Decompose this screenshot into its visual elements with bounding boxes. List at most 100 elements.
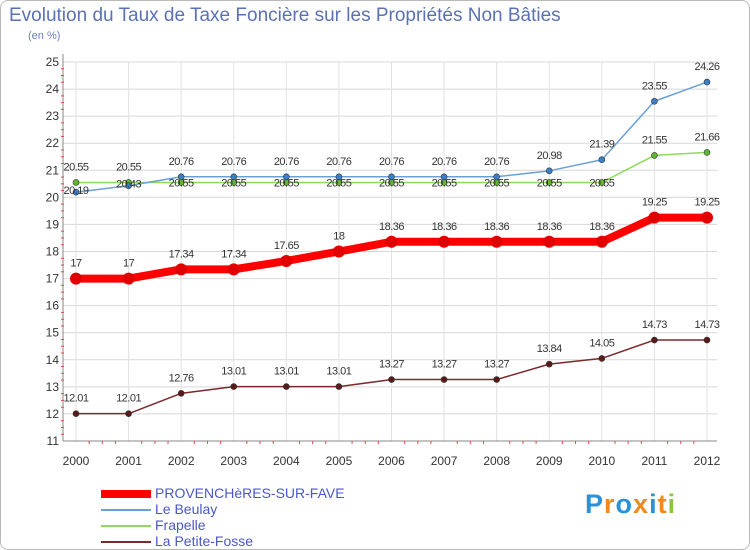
y-tick-label: 16 (46, 299, 60, 313)
y-tick-label: 19 (46, 217, 60, 231)
y-tick-label: 25 (46, 55, 60, 69)
data-label: 20.55 (221, 177, 246, 189)
data-label: 20.55 (326, 177, 351, 189)
data-label: 20.55 (484, 177, 509, 189)
legend-swatch (101, 525, 151, 527)
data-point (651, 152, 658, 159)
data-point (230, 173, 238, 181)
data-point (177, 173, 185, 181)
data-point (703, 78, 711, 86)
data-label: 20.55 (169, 177, 194, 189)
data-point (440, 376, 448, 383)
y-tick-label: 23 (46, 109, 60, 123)
y-tick-label: 21 (46, 163, 60, 177)
data-point (230, 383, 238, 390)
data-label: 19.25 (694, 197, 719, 209)
data-label: 21.39 (589, 139, 614, 151)
data-label: 12.76 (169, 372, 194, 384)
data-point (175, 263, 188, 276)
data-label: 20.55 (537, 177, 562, 189)
data-point (335, 383, 343, 390)
x-tick-label: 2002 (168, 454, 195, 468)
logo-letter: i (649, 489, 658, 519)
data-label: 24.26 (694, 61, 719, 73)
data-point (122, 272, 135, 285)
data-label: 12.01 (116, 393, 141, 405)
data-label: 13.01 (326, 366, 351, 378)
data-label: 20.43 (116, 179, 141, 191)
x-tick-label: 2012 (694, 454, 721, 468)
data-point (70, 272, 82, 285)
logo-letter: P (585, 489, 605, 519)
data-label: 17 (123, 258, 135, 270)
y-tick-label: 15 (46, 326, 60, 340)
data-point (388, 173, 395, 181)
data-label: 14.05 (589, 337, 614, 349)
data-point (493, 173, 500, 181)
data-label: 20.76 (274, 156, 299, 168)
y-tick-label: 14 (46, 353, 60, 367)
x-tick-label: 2011 (642, 454, 668, 468)
data-label: 13.27 (432, 359, 457, 371)
data-point (648, 211, 661, 224)
logo-letter: r (604, 489, 616, 519)
legend-swatch (101, 490, 151, 498)
data-point (72, 410, 80, 417)
data-label: 20.19 (63, 185, 88, 197)
legend-swatch (101, 541, 151, 543)
data-point (651, 336, 658, 344)
y-tick-label: 11 (47, 434, 60, 448)
data-label: 23.55 (642, 80, 667, 92)
data-label: 18.36 (589, 221, 614, 233)
data-point (651, 97, 658, 105)
data-point (72, 188, 80, 196)
data-label: 20.55 (274, 177, 299, 189)
data-label: 20.55 (379, 177, 404, 189)
proxiti-logo: Proxiti (585, 489, 676, 520)
data-point (385, 235, 398, 248)
data-point (545, 167, 553, 175)
data-point (598, 156, 606, 164)
data-point (545, 360, 553, 368)
y-unit-label: (en %) (28, 30, 61, 42)
data-point (125, 182, 132, 190)
x-tick-label: 2005 (326, 454, 353, 468)
data-label: 17.34 (221, 248, 246, 260)
legend-label: PROVENCHèRES-SUR-FAVE (155, 485, 345, 501)
data-point (543, 235, 556, 248)
x-tick-label: 2008 (483, 454, 510, 468)
data-label: 20.55 (63, 161, 88, 173)
x-tick-label: 2006 (378, 454, 405, 468)
data-label: 17 (70, 258, 82, 270)
data-label: 13.84 (537, 343, 562, 355)
data-label: 18 (333, 231, 345, 243)
data-point (332, 245, 345, 258)
data-point (227, 263, 240, 276)
data-point (598, 179, 606, 186)
y-tick-label: 18 (46, 245, 60, 259)
data-point (125, 410, 132, 417)
data-label: 17.34 (169, 248, 194, 260)
data-point (490, 235, 503, 248)
data-point (703, 149, 711, 156)
data-point (283, 383, 290, 390)
data-label: 20.76 (484, 156, 509, 168)
data-label: 13.01 (274, 366, 299, 378)
data-point (177, 390, 185, 397)
y-tick-label: 24 (46, 82, 60, 96)
data-label: 20.98 (537, 150, 562, 162)
x-tick-label: 2010 (588, 454, 615, 468)
data-label: 20.76 (326, 156, 351, 168)
data-label: 21.66 (694, 131, 719, 143)
data-label: 18.36 (379, 221, 404, 233)
data-point (545, 179, 553, 186)
data-label: 21.55 (642, 134, 667, 146)
data-label: 18.36 (537, 221, 562, 233)
data-point (388, 376, 395, 383)
data-label: 14.73 (694, 319, 719, 331)
data-point (440, 173, 448, 181)
data-point (335, 173, 343, 181)
data-point (598, 355, 606, 362)
logo-letter: i (667, 489, 677, 519)
